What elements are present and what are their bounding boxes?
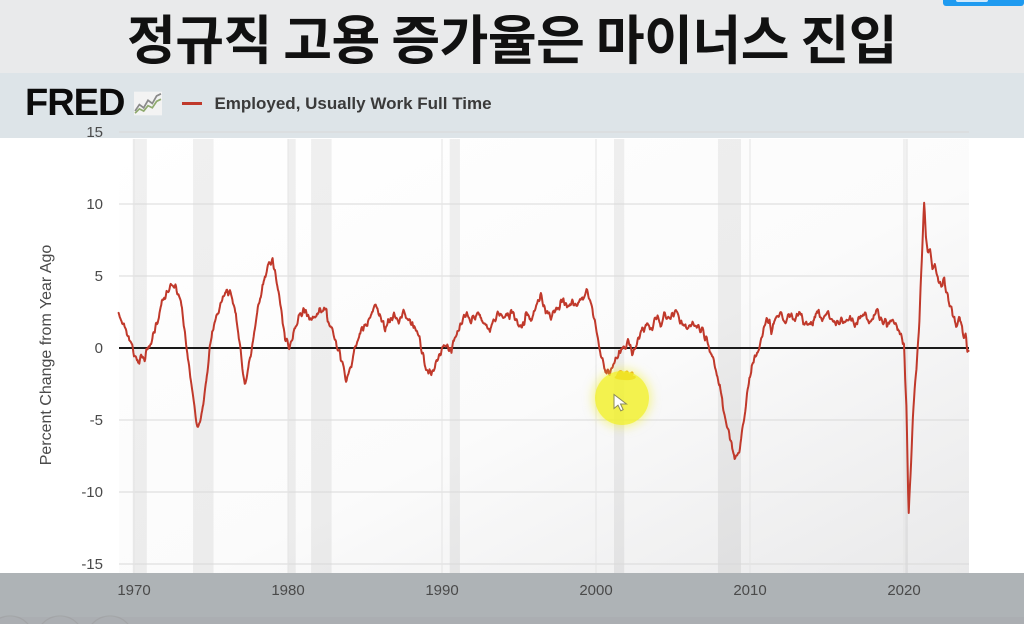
svg-text:2020: 2020 xyxy=(887,582,920,599)
svg-text:15: 15 xyxy=(86,124,103,141)
svg-text:10: 10 xyxy=(86,196,103,213)
svg-text:1980: 1980 xyxy=(271,582,304,599)
svg-text:-15: -15 xyxy=(81,556,103,573)
svg-text:1970: 1970 xyxy=(117,582,150,599)
svg-text:2000: 2000 xyxy=(579,582,612,599)
svg-text:5: 5 xyxy=(95,268,103,285)
svg-text:-10: -10 xyxy=(81,484,103,501)
svg-text:2010: 2010 xyxy=(733,582,766,599)
svg-text:-5: -5 xyxy=(90,412,103,429)
svg-text:0: 0 xyxy=(95,340,103,357)
svg-text:1990: 1990 xyxy=(425,582,458,599)
